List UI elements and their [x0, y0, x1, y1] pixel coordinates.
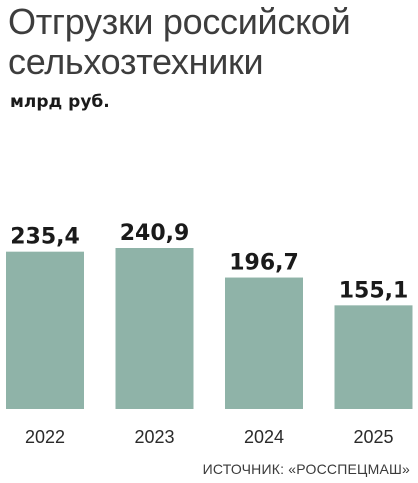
x-tick-2022: 2022: [25, 427, 65, 447]
value-label-2023: 240,9: [120, 221, 190, 246]
bar-2024: [225, 277, 303, 409]
x-tick-2024: 2024: [244, 427, 284, 447]
x-tick-2025: 2025: [353, 427, 393, 447]
bar-2022: [6, 251, 84, 409]
x-tick-2023: 2023: [134, 427, 174, 447]
value-label-2024: 196,7: [229, 251, 299, 276]
value-label-2022: 235,4: [10, 225, 80, 250]
bar-2025: [334, 305, 413, 409]
value-label-2025: 155,1: [339, 278, 409, 303]
source-note: ИСТОЧНИК: «РОССПЕЦМАШ»: [202, 461, 410, 477]
bar-2023: [115, 248, 194, 409]
chart-title: Отгрузки российской сельхозтехники: [8, 1, 351, 82]
unit-label: млрд руб.: [10, 92, 110, 112]
